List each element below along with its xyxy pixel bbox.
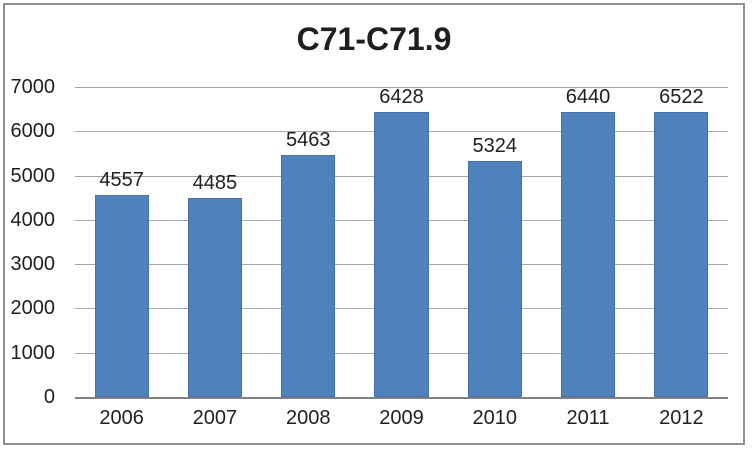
x-tick-label: 2007 bbox=[192, 407, 238, 429]
gridline bbox=[75, 87, 728, 88]
bar-group: 4557 bbox=[75, 87, 168, 397]
bar-value-label: 5324 bbox=[472, 135, 518, 158]
y-tick-label: 1000 bbox=[10, 341, 56, 364]
bar bbox=[281, 155, 336, 397]
bar-chart-figure: C71-C71.9 0 1000 2000 3000 4000 5000 6000 7000 … bbox=[3, 3, 745, 445]
bar-value-label: 4557 bbox=[99, 169, 144, 192]
chart-title: C71-C71.9 bbox=[296, 21, 452, 57]
bar-value-label: 4485 bbox=[192, 172, 238, 195]
bar bbox=[561, 112, 616, 397]
x-tick-label: 2011 bbox=[566, 407, 610, 429]
bar-series: 4557 4485 5463 6428 5324 6440 6522 bbox=[75, 87, 728, 397]
x-tick-label: 2010 bbox=[472, 407, 518, 429]
bar-group: 6522 bbox=[635, 87, 728, 397]
x-tick-label: 2009 bbox=[379, 407, 424, 429]
bar bbox=[187, 198, 242, 397]
bar bbox=[94, 195, 149, 397]
bar bbox=[654, 112, 709, 397]
y-tick-label: 3000 bbox=[10, 253, 56, 276]
x-tick-label: 2006 bbox=[99, 407, 144, 429]
bar bbox=[374, 112, 429, 397]
y-tick-label: 5000 bbox=[10, 164, 56, 187]
x-axis-labels: 2006 2007 2008 2009 2010 2011 2012 bbox=[75, 407, 728, 429]
bar-group: 5463 bbox=[262, 87, 355, 397]
plot-area: 4557 4485 5463 6428 5324 6440 6522 bbox=[75, 87, 728, 399]
y-tick-label: 2000 bbox=[10, 297, 56, 320]
bar-value-label: 5463 bbox=[285, 129, 331, 152]
y-tick-label: 4000 bbox=[10, 208, 56, 231]
x-tick-label: 2012 bbox=[659, 407, 704, 429]
bar-value-label: 6440 bbox=[565, 86, 611, 108]
y-tick-label: 7000 bbox=[10, 76, 56, 98]
y-tick-label: 0 bbox=[43, 386, 55, 408]
x-tick-label: 2008 bbox=[285, 407, 331, 429]
y-axis-labels: 0 1000 2000 3000 4000 5000 6000 7000 bbox=[5, 77, 56, 407]
bar bbox=[467, 161, 522, 397]
bar-group: 4485 bbox=[168, 87, 261, 397]
bar-value-label: 6428 bbox=[379, 86, 424, 109]
bar-value-label: 6522 bbox=[659, 86, 704, 108]
bar-group: 6428 bbox=[355, 87, 448, 397]
bar-group: 6440 bbox=[541, 87, 634, 397]
y-tick-label: 6000 bbox=[10, 120, 56, 143]
bar-group: 5324 bbox=[448, 87, 541, 397]
